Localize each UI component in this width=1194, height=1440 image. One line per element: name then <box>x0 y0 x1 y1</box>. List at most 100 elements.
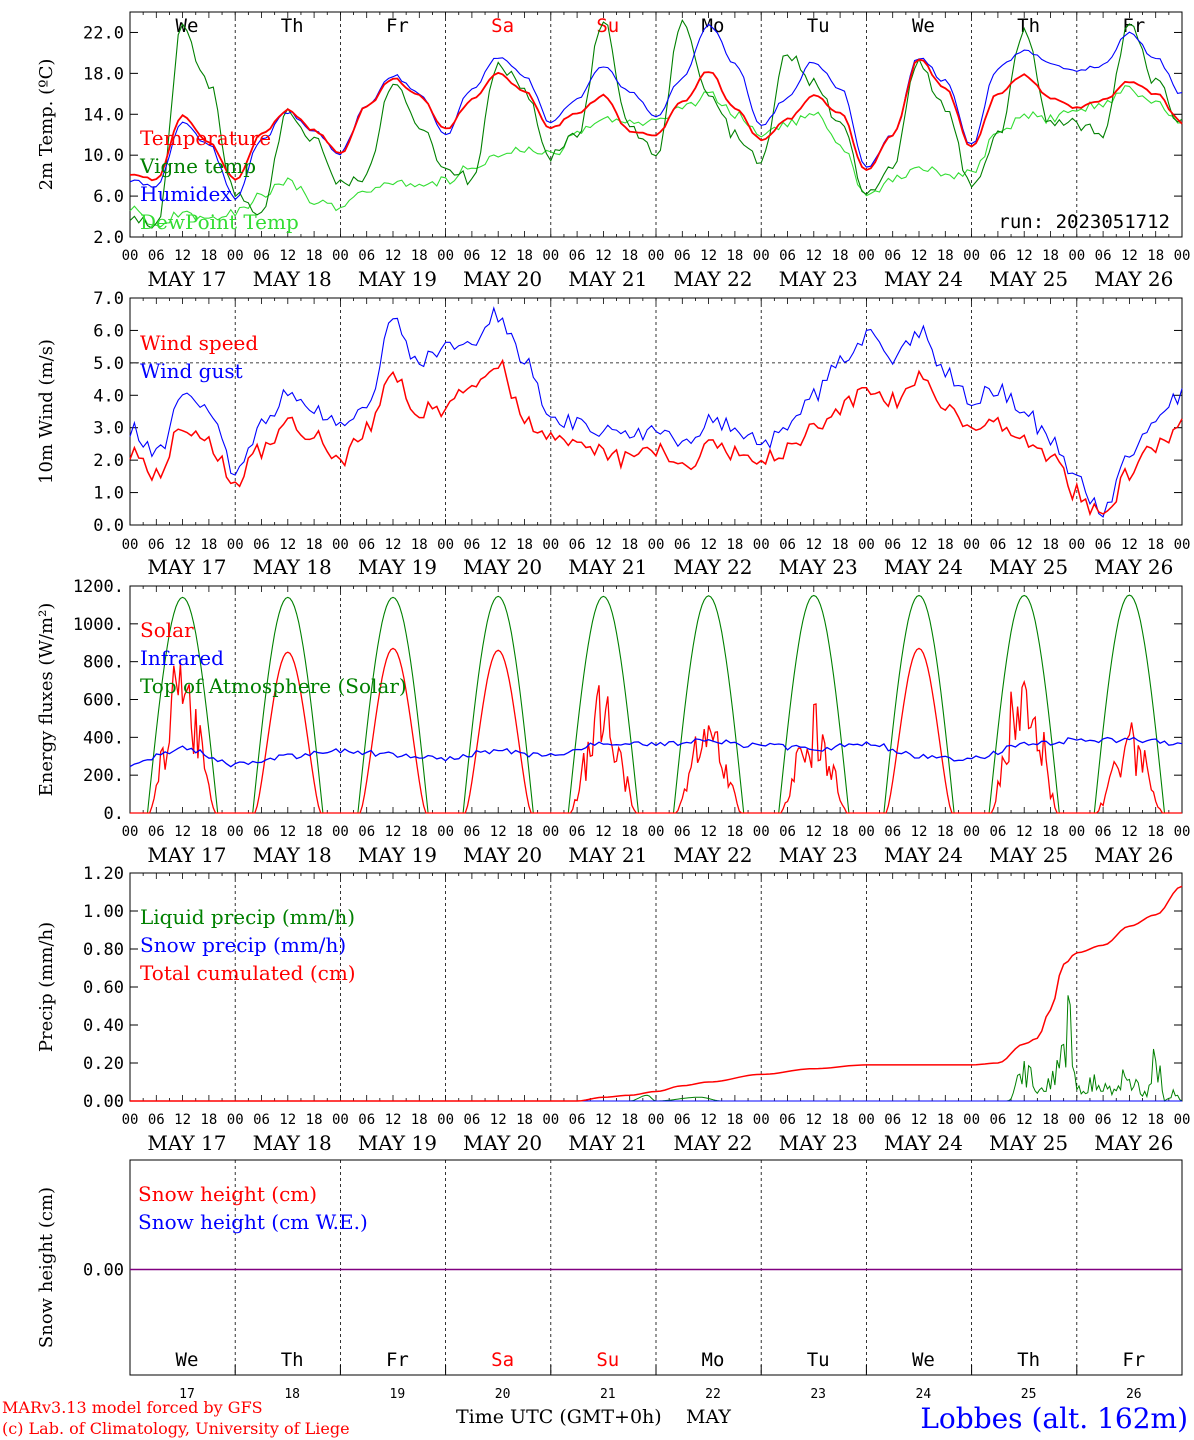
y-tick-label: 0. <box>104 804 124 824</box>
hour-tick-label: 12 <box>1121 1112 1138 1128</box>
day-number: 19 <box>390 1387 406 1402</box>
hour-tick-label: 00 <box>437 248 454 264</box>
hour-tick-label: 06 <box>1095 537 1112 553</box>
hour-tick-label: 00 <box>858 537 875 553</box>
hour-tick-label: 00 <box>542 537 559 553</box>
weekday-label: Mo <box>702 1349 725 1371</box>
hour-tick-label: 06 <box>884 537 901 553</box>
legend-entry: Humidex <box>140 182 232 206</box>
date-label: MAY 21 <box>568 1131 647 1155</box>
date-label: MAY 22 <box>673 267 752 291</box>
weekday-label: Su <box>596 1349 619 1371</box>
credit-line-1: MARv3.13 model forced by GFS <box>2 1398 263 1417</box>
hour-tick-label: 18 <box>516 1112 533 1128</box>
hour-tick-label: 06 <box>148 1112 165 1128</box>
hour-tick-label: 18 <box>306 824 323 840</box>
hour-tick-label: 12 <box>385 248 402 264</box>
weekday-label: Fr <box>1122 1349 1145 1371</box>
hour-tick-label: 12 <box>490 537 507 553</box>
weekday-label: We <box>176 15 199 37</box>
series-wind-speed <box>129 358 1183 517</box>
hour-tick-label: 00 <box>437 537 454 553</box>
hour-tick-label: 00 <box>332 248 349 264</box>
weekday-label: Sa <box>491 1349 514 1371</box>
hour-tick-label: 18 <box>832 248 849 264</box>
hour-tick-label: 12 <box>490 248 507 264</box>
hour-tick-label: 00 <box>332 1112 349 1128</box>
weekday-label: Fr <box>386 15 409 37</box>
date-label: MAY 26 <box>1094 555 1173 579</box>
date-label: MAY 17 <box>147 843 226 867</box>
hour-tick-label: 00 <box>1068 824 1085 840</box>
y-tick-label: 6.0 <box>93 187 124 207</box>
y-tick-label: 1.00 <box>83 902 124 922</box>
hour-tick-label: 12 <box>1121 537 1138 553</box>
hour-tick-label: 18 <box>1147 537 1164 553</box>
hour-tick-label: 12 <box>1016 537 1033 553</box>
date-label: MAY 18 <box>253 267 332 291</box>
hour-tick-label: 18 <box>200 1112 217 1128</box>
hour-tick-label: 06 <box>569 824 586 840</box>
hour-tick-label: 18 <box>1147 824 1164 840</box>
legend-entry: Top of Atmosphere (Solar) <box>140 674 407 698</box>
weekday-label: Sa <box>491 15 514 37</box>
hour-tick-label: 12 <box>1121 824 1138 840</box>
legend-entry: DewPoint Temp <box>140 210 299 234</box>
plot-frame <box>129 11 1183 238</box>
hour-tick-label: 12 <box>911 248 928 264</box>
legend-entry: Liquid precip (mm/h) <box>140 905 355 929</box>
hour-tick-label: 06 <box>358 248 375 264</box>
hour-tick-label: 18 <box>1042 1112 1059 1128</box>
hour-tick-label: 18 <box>937 824 954 840</box>
day-number: 23 <box>810 1387 826 1402</box>
hour-tick-label: 00 <box>542 248 559 264</box>
date-label: MAY 25 <box>989 267 1068 291</box>
date-label: MAY 26 <box>1094 267 1173 291</box>
hour-tick-label: 06 <box>569 248 586 264</box>
hour-tick-label: 00 <box>332 824 349 840</box>
series-infrared <box>129 736 1183 768</box>
hour-tick-label: 12 <box>595 537 612 553</box>
legend-entry: Snow precip (mm/h) <box>140 933 346 957</box>
hour-tick-label: 06 <box>463 824 480 840</box>
hour-tick-label: 06 <box>779 248 796 264</box>
hour-tick-label: 00 <box>542 1112 559 1128</box>
y-tick-label: 1200. <box>73 577 124 597</box>
date-label: MAY 26 <box>1094 1131 1173 1155</box>
date-label: MAY 23 <box>779 555 858 579</box>
hour-tick-label: 00 <box>332 537 349 553</box>
series-dewpoint-temp <box>129 85 1182 228</box>
date-label: MAY 21 <box>568 267 647 291</box>
y-tick-label: 22.0 <box>83 23 124 43</box>
weekday-label: Tu <box>807 1349 830 1371</box>
day-number: 22 <box>705 1387 721 1402</box>
hour-tick-label: 00 <box>1174 824 1191 840</box>
hour-tick-label: 18 <box>832 824 849 840</box>
date-label: MAY 17 <box>147 555 226 579</box>
hour-tick-label: 06 <box>674 537 691 553</box>
hour-tick-label: 00 <box>753 1112 770 1128</box>
legend-entry: Solar <box>140 618 194 642</box>
hour-tick-label: 18 <box>306 537 323 553</box>
hour-tick-label: 18 <box>516 248 533 264</box>
hour-tick-label: 12 <box>1016 1112 1033 1128</box>
date-label: MAY 23 <box>779 843 858 867</box>
hour-tick-label: 12 <box>279 1112 296 1128</box>
date-label: MAY 20 <box>463 843 542 867</box>
hour-tick-label: 12 <box>700 537 717 553</box>
hour-tick-label: 06 <box>989 537 1006 553</box>
hour-tick-label: 18 <box>200 824 217 840</box>
hour-tick-label: 00 <box>122 537 139 553</box>
weekday-label: Th <box>281 1349 304 1371</box>
hour-tick-label: 12 <box>595 824 612 840</box>
hour-tick-label: 12 <box>174 537 191 553</box>
date-label: MAY 18 <box>253 555 332 579</box>
hour-tick-label: 00 <box>963 537 980 553</box>
y-tick-label: 800. <box>83 653 124 673</box>
hour-tick-label: 06 <box>674 248 691 264</box>
hour-tick-label: 06 <box>569 1112 586 1128</box>
y-tick-label: 1000. <box>73 615 124 635</box>
hour-tick-label: 06 <box>253 537 270 553</box>
series-total-cumulated <box>130 885 1183 1102</box>
